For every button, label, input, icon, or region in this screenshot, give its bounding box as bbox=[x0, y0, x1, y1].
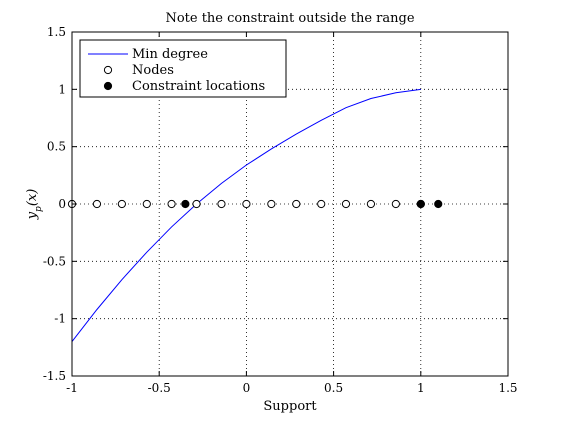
node-point bbox=[118, 200, 125, 207]
x-tick-label: -1 bbox=[66, 381, 78, 395]
node-point bbox=[243, 200, 250, 207]
x-tick-label: 0 bbox=[243, 381, 251, 395]
legend-marker-swatch bbox=[104, 66, 111, 73]
node-point bbox=[268, 200, 275, 207]
node-point bbox=[342, 200, 349, 207]
node-point bbox=[293, 200, 300, 207]
series bbox=[68, 89, 441, 341]
x-tick-label: -0.5 bbox=[148, 381, 171, 395]
y-tick-label: -1.5 bbox=[43, 369, 66, 383]
constraint-point bbox=[417, 200, 424, 207]
node-point bbox=[218, 200, 225, 207]
legend-label: Min degree bbox=[132, 47, 208, 62]
node-point bbox=[367, 200, 374, 207]
node-point bbox=[318, 200, 325, 207]
node-point bbox=[193, 200, 200, 207]
x-tick-label: 0.5 bbox=[324, 381, 343, 395]
y-tick-label: 0 bbox=[58, 197, 66, 211]
y-tick-label: 1 bbox=[58, 82, 66, 96]
chart-title: Note the constraint outside the range bbox=[165, 11, 414, 26]
y-tick-label: -0.5 bbox=[43, 254, 66, 268]
y-axis-label: yp(x) bbox=[25, 189, 44, 221]
node-point bbox=[168, 200, 175, 207]
legend-label: Constraint locations bbox=[132, 79, 265, 94]
x-tick-label: 1.5 bbox=[498, 381, 517, 395]
x-axis-label: Support bbox=[263, 399, 317, 414]
constraint-point bbox=[435, 200, 442, 207]
node-point bbox=[93, 200, 100, 207]
y-tick-label: 1.5 bbox=[47, 25, 66, 39]
y-tick-label: 0.5 bbox=[47, 140, 66, 154]
series-line-min-degree bbox=[72, 89, 421, 341]
legend-label: Nodes bbox=[132, 63, 174, 78]
constraint-point bbox=[182, 200, 189, 207]
node-point bbox=[392, 200, 399, 207]
x-tick-label: 1 bbox=[417, 381, 425, 395]
y-tick-label: -1 bbox=[54, 312, 66, 326]
legend-marker-swatch bbox=[104, 82, 111, 89]
node-point bbox=[143, 200, 150, 207]
